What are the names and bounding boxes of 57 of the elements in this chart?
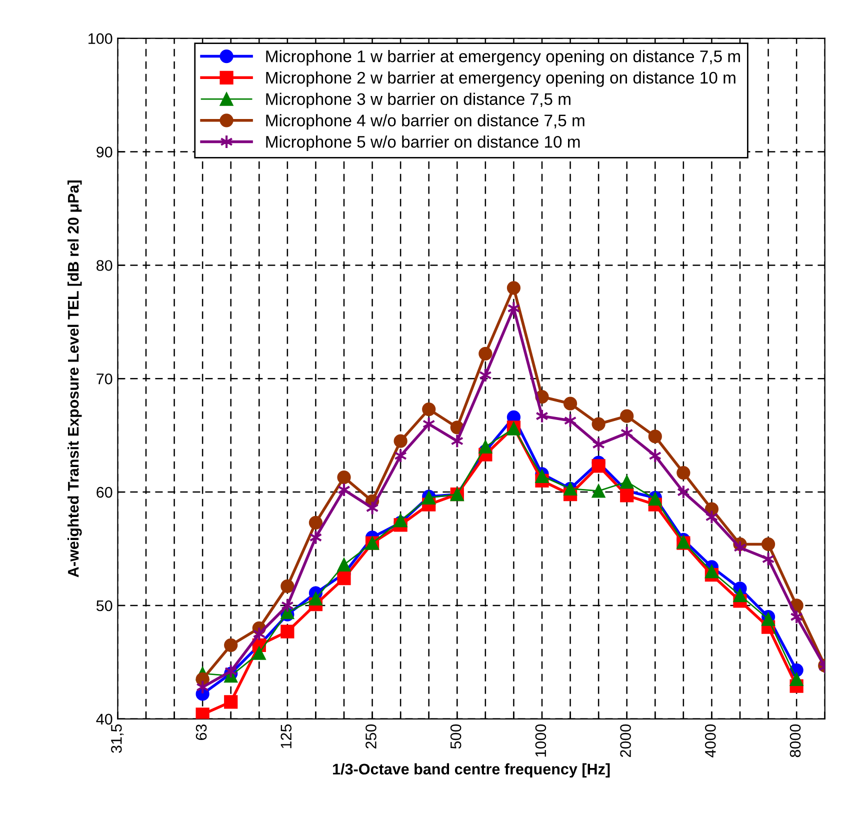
y-tick-label: 40 bbox=[96, 714, 112, 725]
x-tick-label: 250 bbox=[366, 724, 376, 748]
legend-label: Microphone 5 w/o barrier on distance 10 m bbox=[266, 136, 580, 152]
point bbox=[620, 409, 634, 423]
point bbox=[337, 571, 351, 586]
x-tick-label: 125 bbox=[280, 724, 292, 748]
x-tick-label: 2000 bbox=[620, 724, 631, 757]
point bbox=[337, 470, 351, 484]
point bbox=[704, 564, 719, 578]
point bbox=[224, 638, 238, 652]
point bbox=[620, 475, 634, 489]
x-tick-label: 63 bbox=[196, 724, 207, 740]
point bbox=[676, 466, 690, 480]
point bbox=[705, 510, 718, 524]
point bbox=[308, 592, 323, 606]
point bbox=[196, 708, 210, 719]
y-tick-label: 80 bbox=[96, 260, 112, 271]
point bbox=[506, 281, 521, 295]
x-tick-label: 31,5 bbox=[110, 724, 124, 753]
x-tick-label: 4000 bbox=[704, 724, 716, 758]
point bbox=[366, 500, 379, 516]
point bbox=[478, 346, 492, 360]
y-tick-label: 100 bbox=[88, 33, 112, 44]
point bbox=[308, 516, 323, 530]
point bbox=[478, 440, 492, 454]
x-tick-label: 500 bbox=[450, 724, 462, 749]
x-tick-label: 1000 bbox=[535, 724, 546, 757]
point bbox=[592, 459, 606, 473]
point bbox=[648, 430, 662, 444]
point bbox=[564, 413, 577, 428]
point bbox=[337, 558, 351, 572]
legend-label: Microphone 2 w barrier at emergency opening on distance 10 m bbox=[266, 71, 736, 87]
legend-label: Microphone 4 w/o barrier on distance 7,5 m bbox=[266, 114, 584, 130]
point bbox=[394, 434, 408, 448]
x-axis-title: 1/3-Octave band centre frequency [Hz] bbox=[333, 763, 610, 778]
point bbox=[563, 396, 578, 410]
point bbox=[252, 646, 266, 660]
x-tick-label: 8000 bbox=[790, 724, 801, 758]
y-axis-title: A-weighted Transit Exposure Level TEL [dB rel 20 μPa] bbox=[68, 180, 82, 578]
point bbox=[761, 537, 776, 552]
point bbox=[280, 624, 294, 638]
point bbox=[620, 488, 634, 502]
point bbox=[309, 530, 322, 545]
point bbox=[762, 552, 775, 566]
y-tick-label: 90 bbox=[96, 146, 112, 158]
y-tick-label: 60 bbox=[96, 486, 112, 498]
point bbox=[280, 579, 294, 594]
legend-label: Microphone 3 w barrier on distance 7,5 m bbox=[266, 92, 570, 108]
point bbox=[592, 484, 606, 498]
point bbox=[733, 588, 747, 602]
point bbox=[790, 672, 804, 686]
y-tick-label: 50 bbox=[96, 600, 112, 612]
legend-label: Microphone 1 w barrier at emergency opening on distance 7,5 m bbox=[266, 50, 740, 66]
y-tick-label: 70 bbox=[96, 374, 112, 384]
point bbox=[592, 417, 606, 431]
point bbox=[224, 695, 238, 709]
point bbox=[422, 402, 436, 416]
